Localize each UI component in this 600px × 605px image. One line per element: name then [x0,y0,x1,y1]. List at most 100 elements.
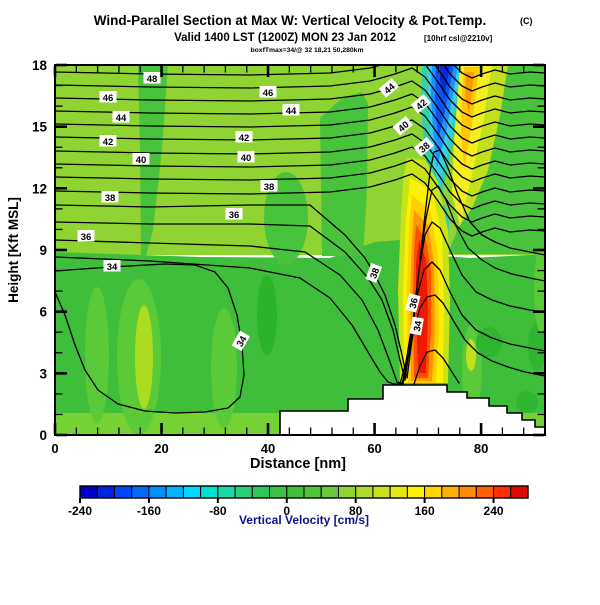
colorbar-segment [234,485,253,499]
colorbar-segment [165,485,184,499]
colorbar-tick-label: 80 [349,504,363,518]
contour-line-45 [55,93,545,157]
x-tick-label: 40 [261,441,275,456]
contour-line-48 [55,65,545,118]
colorbar-tick-label: 240 [484,504,504,518]
svg-text:38: 38 [264,182,275,193]
y-tick-label: 3 [39,366,47,381]
fill-region-dark-ellipse-low [257,275,277,355]
colorbar-segment [424,485,443,499]
contour-label: 38 [101,191,119,204]
contour-line-35 [55,256,545,385]
contour-label: 34 [409,316,425,336]
contour-label: 36 [405,293,421,313]
colorbar-segment [389,485,408,499]
fill-region-dark-blob-r2 [528,323,545,371]
svg-text:44: 44 [286,106,297,117]
colorbar-segment [337,485,357,499]
terrain [279,384,545,435]
contour-label: 38 [413,136,435,157]
colorbar-segment [320,485,339,499]
contour-label: 42 [410,93,432,114]
y-axis-label: Height [Kft MSL] [6,197,21,303]
fill-region-wave-orange-streak [465,72,474,115]
colorbar-segment [113,485,133,499]
x-axis-label: Distance [nm] [250,456,346,472]
colorbar-segment [372,485,391,499]
fill-region-dark-blob-r3 [516,391,538,413]
colorbar-segment [251,485,271,499]
contour-label: 44 [112,111,130,124]
contour-label: 40 [392,115,414,136]
fill-region-light-streak-3 [211,308,237,428]
colorbar-segment [493,485,512,499]
y-tick-label: 6 [39,305,47,320]
colorbar-segment [458,485,477,499]
contour-line-44 [55,106,545,170]
contour-line-46 [55,80,545,144]
chart-title-unit: (C) [520,16,533,26]
fill-region-light-streak-1 [85,287,109,423]
colorbar-tick-label: -240 [68,504,92,518]
contour-label: 38 [365,262,382,283]
contour-label: 46 [99,91,117,104]
contour-label: 38 [260,180,278,193]
svg-text:46: 46 [263,88,274,99]
colorbar-segment [131,485,150,499]
contour-line-43 [55,119,545,183]
terrain-profile [279,384,545,435]
contour-label: 46 [259,86,277,99]
colorbar-segment [286,485,305,499]
colorbar-segment [79,485,98,499]
contour-line-47 [55,67,545,131]
colorbar-tick-label: -160 [137,504,161,518]
chart-subtitle: Valid 1400 LST (1200Z) MON 23 Jan 2012 [174,32,396,44]
colorbar-segment [269,485,288,499]
x-tick-label: 20 [154,441,168,456]
y-tick-label: 0 [39,428,47,443]
chart-title: Wind-Parallel Section at Max W: Vertical… [94,13,486,28]
colorbar-segment [148,485,167,499]
colorbar-segment [303,485,322,499]
fill-region-yellowgreen-tip-right [466,339,476,371]
svg-text:38: 38 [368,267,382,281]
colorbar-segment [510,485,529,499]
contour-line-51 [453,65,545,79]
colorbar-segment [182,485,202,499]
svg-text:44: 44 [116,113,127,124]
colorbar-caption: Vertical Velocity [cm/s] [239,513,369,527]
x-tick-label: 60 [367,441,381,456]
chart-subtitle-note: [10hrf csl@2210v] [424,34,493,43]
svg-text:36: 36 [81,232,92,243]
contour-labels: 4644424038363448464442403836444240383836… [77,72,435,352]
contour-label: 36 [225,208,243,221]
contour-label: 40 [237,151,255,164]
colorbar-segment [355,485,374,499]
chart-fine-print: boxfTmax=34/@ 32 18,21 50,280km [251,47,364,54]
svg-text:48: 48 [147,74,158,85]
colorbar-tick-label: 0 [283,504,290,518]
contour-label: 42 [99,135,117,148]
svg-text:34: 34 [107,262,118,273]
svg-text:38: 38 [105,193,116,204]
svg-text:46: 46 [103,93,114,104]
contour-line-34 [55,263,245,414]
svg-text:40: 40 [136,155,147,166]
contour-lines [55,65,545,414]
fill-region-upper-right-yellowgreen-band [458,65,508,228]
x-tick-label: 80 [474,441,488,456]
contour-label: 44 [282,104,300,117]
colorbar-segment [475,485,495,499]
colorbar-tick-label: -80 [209,504,227,518]
y-tick-label: 15 [32,120,48,135]
colorbar-segment [441,485,460,499]
contour-label: 42 [235,131,253,144]
contour-label: 40 [132,153,150,166]
fill-region-light-streak-2-core [135,305,153,409]
contour-line-50 [443,65,545,92]
colorbar-segment [96,485,115,499]
svg-text:42: 42 [239,133,250,144]
svg-text:36: 36 [408,297,421,310]
colorbar-tick-label: 160 [415,504,435,518]
